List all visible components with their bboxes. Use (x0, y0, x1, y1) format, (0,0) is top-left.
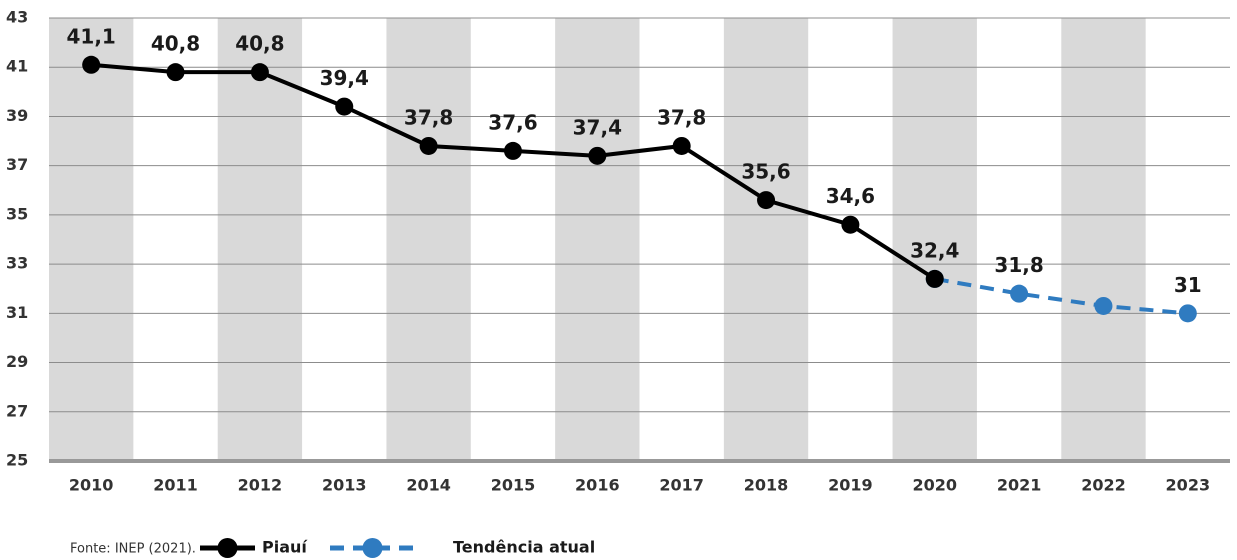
x-tick-label: 2022 (1081, 476, 1126, 495)
value-label: 37,8 (657, 105, 706, 129)
legend-marker (217, 538, 238, 558)
data-point (250, 63, 269, 82)
y-tick-label: 39 (6, 106, 28, 125)
y-tick-label: 43 (6, 8, 28, 27)
data-point (672, 136, 691, 155)
y-tick-label: 31 (6, 303, 28, 322)
x-tick-label: 2023 (1166, 476, 1211, 495)
value-label: 34,6 (826, 184, 875, 208)
data-point (757, 191, 776, 210)
x-tick-label: 2012 (238, 476, 283, 495)
data-point (1178, 304, 1197, 323)
source-note: Fonte: INEP (2021). (70, 542, 196, 557)
x-tick-label: 2015 (491, 476, 536, 495)
value-label: 31 (1174, 273, 1202, 297)
x-tick-label: 2020 (912, 476, 957, 495)
series-line (934, 276, 1188, 316)
y-tick-label: 35 (6, 204, 28, 223)
value-label: 39,4 (320, 66, 369, 90)
data-point (841, 215, 860, 234)
data-point (82, 55, 101, 74)
value-label: 35,6 (741, 160, 790, 184)
data-point (419, 136, 438, 155)
x-tick-label: 2013 (322, 476, 367, 495)
data-point (1010, 284, 1029, 303)
value-label: 37,4 (573, 115, 622, 139)
data-point (925, 269, 944, 288)
data-point (503, 141, 522, 160)
x-tick-label: 2016 (575, 476, 620, 495)
value-label: 40,8 (235, 32, 284, 56)
data-point (166, 63, 185, 82)
value-label: 31,8 (994, 253, 1043, 277)
data-point (335, 97, 354, 116)
x-tick-label: 2017 (659, 476, 704, 495)
x-tick-label: 2021 (997, 476, 1042, 495)
x-tick-label: 2011 (153, 476, 198, 495)
x-tick-label: 2018 (744, 476, 789, 495)
column-band (555, 18, 640, 461)
legend-label: Tendência atual (453, 538, 595, 557)
legend-label: Piauí (262, 538, 308, 557)
column-band (386, 18, 471, 461)
y-tick-label: 33 (6, 254, 28, 273)
column-band (217, 18, 303, 461)
legend-marker (362, 538, 383, 558)
value-label: 40,8 (151, 32, 200, 56)
column-band (49, 18, 134, 461)
value-label: 41,1 (66, 24, 115, 48)
y-tick-label: 27 (6, 401, 28, 420)
y-tick-label: 29 (6, 352, 28, 371)
x-tick-label: 2019 (828, 476, 873, 495)
y-tick-label: 25 (6, 451, 28, 470)
column-band (892, 18, 977, 461)
x-tick-label: 2014 (406, 476, 451, 495)
column-band (723, 18, 809, 461)
value-label: 37,6 (488, 110, 537, 134)
value-label: 32,4 (910, 238, 959, 262)
x-tick-label: 2010 (69, 476, 114, 495)
data-point (1094, 296, 1113, 315)
column-band (1061, 18, 1146, 461)
data-point (588, 146, 607, 165)
y-tick-label: 41 (6, 57, 28, 76)
value-label: 37,8 (404, 105, 453, 129)
y-tick-label: 37 (6, 155, 28, 174)
